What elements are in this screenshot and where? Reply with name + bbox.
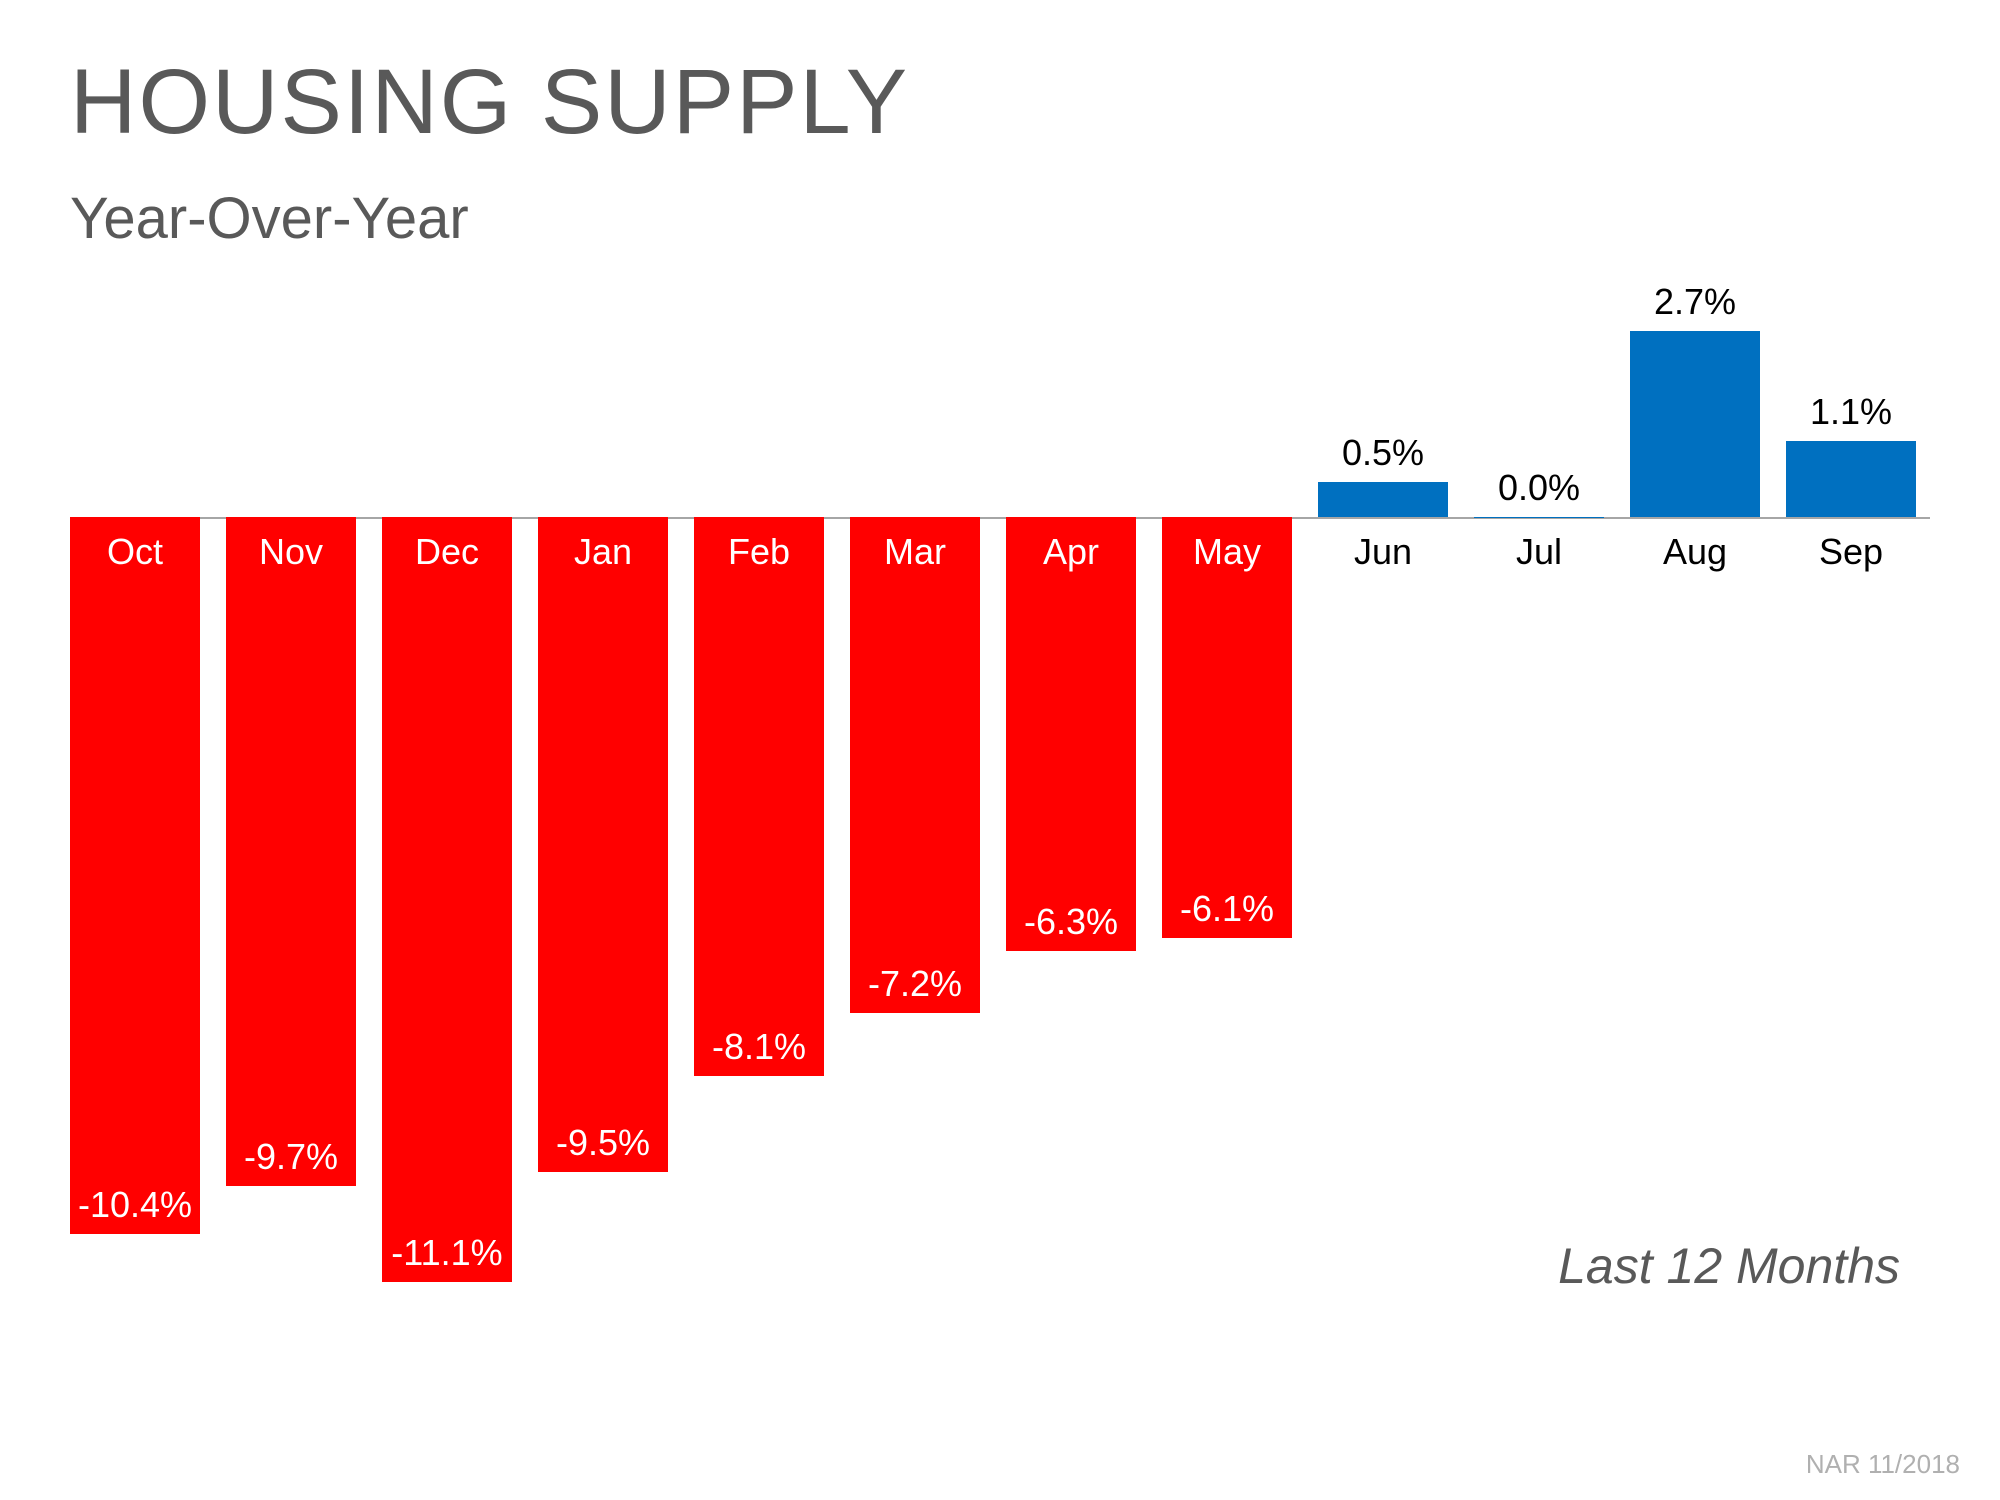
bar-rect bbox=[1318, 482, 1448, 516]
value-label: 2.7% bbox=[1630, 281, 1760, 323]
month-label: Oct bbox=[70, 531, 200, 573]
value-label: -8.1% bbox=[694, 1026, 824, 1068]
month-label: Dec bbox=[382, 531, 512, 573]
bar-rect bbox=[1162, 517, 1292, 938]
bar-rect bbox=[694, 517, 824, 1076]
month-label: Aug bbox=[1630, 531, 1760, 573]
month-label: Jan bbox=[538, 531, 668, 573]
month-label: May bbox=[1162, 531, 1292, 573]
month-label: Apr bbox=[1006, 531, 1136, 573]
month-label: Nov bbox=[226, 531, 356, 573]
chart-canvas: HOUSING SUPPLY Year-Over-Year Oct -10.4% N… bbox=[0, 0, 2000, 1500]
bar-chart: Oct -10.4% Nov -9.7% Dec -11.1% Jan -9.5% Feb -8.… bbox=[70, 310, 1930, 1310]
source-attribution: NAR 11/2018 bbox=[1806, 1449, 1960, 1480]
bar-rect bbox=[1786, 441, 1916, 517]
footer-note: Last 12 Months bbox=[1558, 1237, 1900, 1295]
value-label: 0.5% bbox=[1318, 432, 1448, 474]
chart-subtitle: Year-Over-Year bbox=[70, 185, 469, 252]
month-label: Mar bbox=[850, 531, 980, 573]
value-label: -11.1% bbox=[382, 1232, 512, 1274]
month-label: Jun bbox=[1318, 531, 1448, 573]
bar-rect bbox=[226, 517, 356, 1186]
month-label: Jul bbox=[1474, 531, 1604, 573]
bar-rect bbox=[1474, 517, 1604, 518]
bar-rect bbox=[1630, 331, 1760, 517]
value-label: -6.1% bbox=[1162, 888, 1292, 930]
bar-rect bbox=[850, 517, 980, 1014]
bar-rect bbox=[70, 517, 200, 1234]
chart-title: HOUSING SUPPLY bbox=[70, 50, 909, 155]
bar-rect bbox=[1006, 517, 1136, 951]
value-label: -6.3% bbox=[1006, 901, 1136, 943]
bar-rect bbox=[382, 517, 512, 1283]
month-label: Feb bbox=[694, 531, 824, 573]
value-label: -7.2% bbox=[850, 963, 980, 1005]
bar-rect bbox=[538, 517, 668, 1172]
value-label: -10.4% bbox=[70, 1184, 200, 1226]
value-label: -9.7% bbox=[226, 1136, 356, 1178]
value-label: 0.0% bbox=[1474, 467, 1604, 509]
month-label: Sep bbox=[1786, 531, 1916, 573]
value-label: -9.5% bbox=[538, 1122, 668, 1164]
value-label: 1.1% bbox=[1786, 391, 1916, 433]
